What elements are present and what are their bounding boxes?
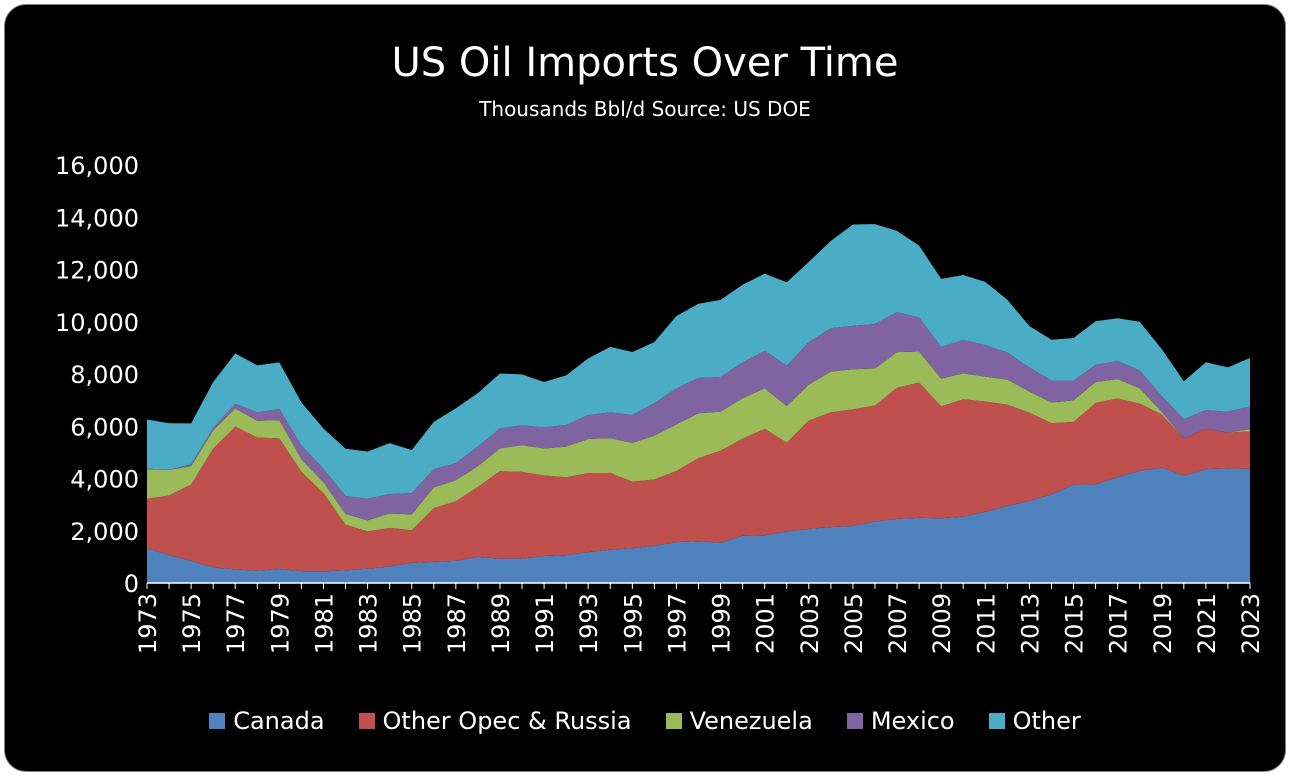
y-tick-label: 4,000 — [70, 466, 139, 494]
area-mexico — [147, 312, 1250, 521]
legend-item-other: Other — [988, 707, 1081, 735]
x-tick-label: 1989 — [487, 593, 515, 654]
legend-item-other-opec-russia: Other Opec & Russia — [358, 707, 632, 735]
x-tick-label: 1997 — [663, 593, 691, 654]
y-tick-label: 10,000 — [55, 309, 139, 337]
legend-swatch-venezuela — [665, 713, 682, 729]
area-other-opec-russia — [147, 382, 1250, 572]
x-tick-label: 1987 — [443, 593, 471, 654]
y-tick-label: 6,000 — [70, 413, 139, 441]
legend-label-venezuela: Venezuela — [689, 707, 813, 735]
x-tick-label: 2013 — [1016, 593, 1044, 654]
legend-swatch-other-opec-russia — [358, 713, 375, 729]
x-tick-label: 1995 — [619, 593, 647, 654]
x-tick-label: 1973 — [134, 593, 162, 654]
y-tick-label: 0 — [124, 570, 139, 598]
x-tick-label: 2005 — [840, 593, 868, 654]
x-tick-label: 1983 — [355, 593, 383, 654]
area-canada — [147, 467, 1250, 583]
chart-title: US Oil Imports Over Time — [391, 40, 899, 86]
x-tick-label: 2021 — [1193, 593, 1221, 654]
x-tick-label: 2011 — [972, 593, 1000, 654]
legend-swatch-canada — [209, 713, 226, 729]
chart-subtitle: Thousands Bbl/d Source: US DOE — [479, 97, 811, 121]
x-tick-label: 2001 — [752, 593, 780, 654]
x-tick-label: 1985 — [399, 593, 427, 654]
x-tick-label: 1993 — [575, 593, 603, 654]
x-tick-label: 2017 — [1105, 593, 1133, 654]
chart-frame: 0 2,000 4,000 6,000 8,000 10,000 12,000 14,000 1… — [4, 4, 1286, 772]
x-tick-label: 1999 — [708, 593, 736, 654]
x-tick-label: 2009 — [928, 593, 956, 654]
x-tick-label: 1991 — [531, 593, 559, 654]
x-tick-label: 1977 — [222, 593, 250, 654]
legend-item-mexico: Mexico — [846, 707, 955, 735]
legend-label-other: Other — [1012, 707, 1081, 735]
legend-label-canada: Canada — [233, 707, 325, 735]
x-tick-label: 2007 — [884, 593, 912, 654]
x-tick-label: 2003 — [796, 593, 824, 654]
legend: Canada Other Opec & Russia Venezuela Mex… — [5, 703, 1285, 739]
y-tick-label: 16,000 — [55, 152, 139, 180]
chart-plot: 0 2,000 4,000 6,000 8,000 10,000 12,000 14,000 1… — [55, 152, 1265, 654]
x-tick-label: 2019 — [1149, 593, 1177, 654]
y-tick-label: 12,000 — [55, 257, 139, 285]
area-layer — [147, 224, 1250, 583]
x-tick-label: 1981 — [310, 593, 338, 654]
legend-label-other-opec-russia: Other Opec & Russia — [382, 707, 632, 735]
x-tick-label: 2015 — [1061, 593, 1089, 654]
legend-swatch-mexico — [846, 713, 863, 729]
legend-item-venezuela: Venezuela — [665, 707, 813, 735]
x-axis-ticks: 1973 1975 1977 1979 1981 1983 1985 1987 1989 1991… — [134, 583, 1265, 654]
legend-swatch-other — [988, 713, 1005, 729]
y-axis-ticks: 0 2,000 4,000 6,000 8,000 10,000 12,000 14,000 1… — [55, 152, 139, 598]
y-tick-label: 14,000 — [55, 204, 139, 232]
area-other — [147, 224, 1250, 499]
x-tick-label: 1975 — [178, 593, 206, 654]
x-tick-label: 1979 — [266, 593, 294, 654]
legend-item-canada: Canada — [209, 707, 325, 735]
y-tick-label: 8,000 — [70, 361, 139, 389]
x-tick-label: 2023 — [1237, 593, 1265, 654]
area-venezuela — [147, 351, 1250, 532]
legend-label-mexico: Mexico — [870, 707, 955, 735]
y-tick-label: 2,000 — [70, 518, 139, 546]
